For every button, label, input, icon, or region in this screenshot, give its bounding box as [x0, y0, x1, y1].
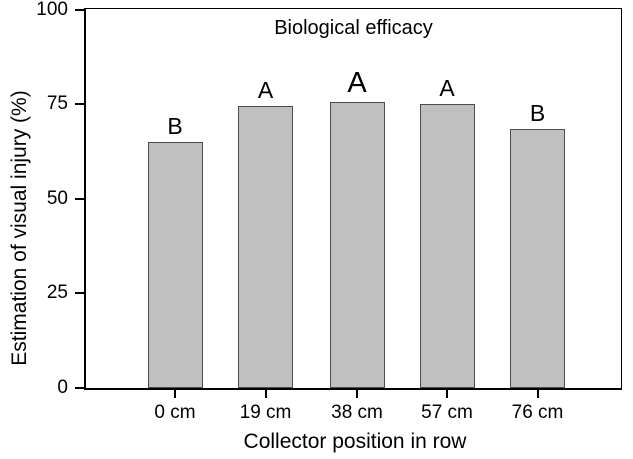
y-tick-label: 25: [46, 282, 68, 304]
y-tick-mark: [75, 387, 84, 389]
x-tick-mark: [536, 390, 539, 398]
x-tick-mark: [356, 390, 358, 398]
y-tick-label: 50: [46, 187, 68, 209]
significance-letter: A: [347, 67, 367, 100]
significance-letter: B: [167, 112, 183, 139]
x-tick-label: 38 cm: [331, 402, 383, 423]
x-tick-mark: [264, 390, 267, 398]
bar: [510, 128, 565, 388]
x-tick-label: 19 cm: [239, 402, 292, 423]
bar: [329, 102, 385, 388]
y-tick-label: 75: [46, 93, 68, 115]
y-tick-mark: [75, 8, 84, 11]
bar: [147, 141, 203, 388]
x-tick-label: 76 cm: [511, 402, 564, 423]
y-tick-mark: [75, 197, 84, 200]
x-tick-mark: [174, 390, 176, 398]
significance-letter: B: [529, 99, 546, 126]
x-tick-mark: [446, 390, 448, 398]
plot-area: Biological efficacy B A A A B: [84, 8, 622, 390]
y-tick-mark: [75, 292, 84, 295]
chart-title: Biological efficacy: [274, 17, 433, 39]
y-tick-mark: [75, 103, 84, 106]
y-axis-label: Estimation of visual injury (%): [8, 90, 31, 366]
x-tick-label: 57 cm: [421, 402, 473, 423]
significance-letter: A: [439, 75, 455, 102]
significance-letter: A: [257, 77, 274, 104]
x-axis-label: Collector position in row: [243, 430, 467, 453]
bar: [238, 106, 293, 388]
y-tick-label: 0: [57, 377, 68, 398]
x-tick-label: 0 cm: [154, 402, 196, 423]
bar: [419, 104, 475, 388]
y-tick-label: 100: [36, 0, 68, 20]
